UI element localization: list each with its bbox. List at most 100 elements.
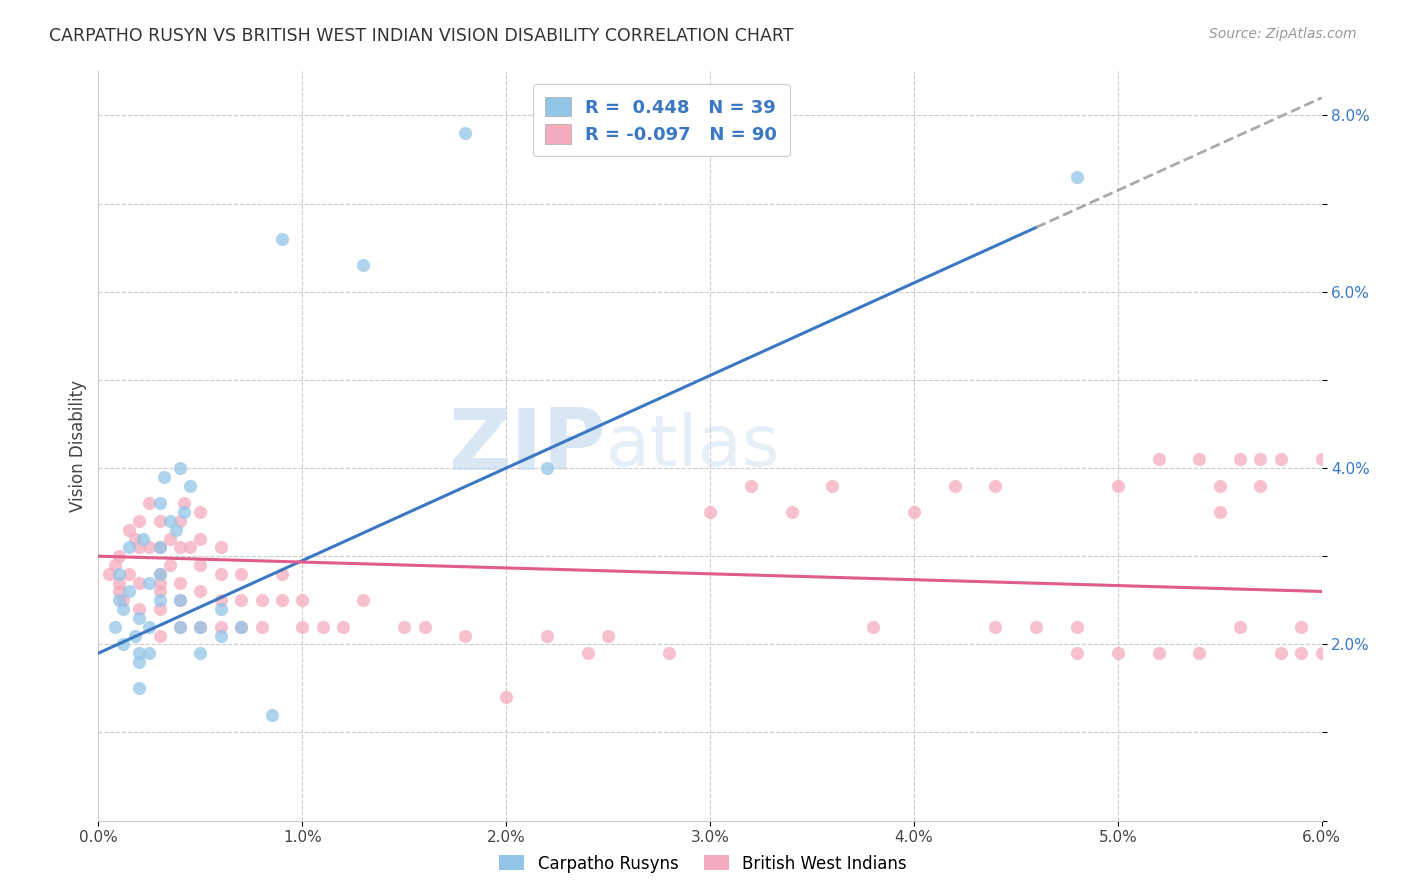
Point [209, 602, 232, 616]
Point [111, 637, 134, 651]
Point [128, 514, 150, 528]
Point [152, 470, 174, 484]
Point [413, 620, 436, 634]
Point [128, 681, 150, 696]
Point [159, 514, 181, 528]
Point [149, 496, 172, 510]
Point [311, 620, 335, 634]
Point [118, 523, 141, 537]
Point [173, 505, 195, 519]
Point [250, 620, 273, 634]
Point [132, 532, 155, 546]
Point [128, 602, 150, 616]
Point [536, 628, 558, 642]
Point [1107, 478, 1129, 492]
Point [149, 514, 172, 528]
Point [159, 532, 181, 546]
Point [780, 505, 803, 519]
Point [169, 620, 191, 634]
Point [169, 461, 191, 475]
Point [658, 646, 681, 660]
Point [149, 575, 172, 590]
Legend: Carpatho Rusyns, British West Indians: Carpatho Rusyns, British West Indians [494, 848, 912, 880]
Point [173, 496, 195, 510]
Point [118, 541, 141, 555]
Point [454, 126, 477, 140]
Point [188, 505, 212, 519]
Point [149, 541, 172, 555]
Point [454, 628, 477, 642]
Point [104, 620, 127, 634]
Point [179, 541, 201, 555]
Point [165, 523, 187, 537]
Point [108, 584, 131, 599]
Point [138, 496, 160, 510]
Point [169, 593, 191, 607]
Point [138, 541, 160, 555]
Point [699, 505, 721, 519]
Point [1229, 620, 1251, 634]
Point [1229, 452, 1251, 467]
Point [159, 558, 181, 572]
Point [231, 593, 253, 607]
Point [128, 575, 150, 590]
Point [1066, 170, 1088, 185]
Point [169, 620, 191, 634]
Point [270, 566, 292, 581]
Text: CARPATHO RUSYN VS BRITISH WEST INDIAN VISION DISABILITY CORRELATION CHART: CARPATHO RUSYN VS BRITISH WEST INDIAN VI… [49, 27, 794, 45]
Text: ZIP: ZIP [449, 404, 606, 488]
Point [209, 566, 232, 581]
Point [943, 478, 966, 492]
Point [1107, 646, 1129, 660]
Point [598, 628, 620, 642]
Point [903, 505, 925, 519]
Point [1208, 505, 1232, 519]
Point [188, 584, 212, 599]
Point [1025, 620, 1047, 634]
Point [862, 620, 884, 634]
Point [1147, 452, 1170, 467]
Point [291, 620, 314, 634]
Point [231, 620, 253, 634]
Point [1147, 646, 1170, 660]
Point [111, 593, 134, 607]
Point [97, 566, 120, 581]
Point [149, 593, 172, 607]
Point [188, 646, 212, 660]
Point [1310, 452, 1333, 467]
Point [392, 620, 416, 634]
Point [1066, 646, 1088, 660]
Point [1249, 478, 1271, 492]
Point [270, 232, 292, 246]
Point [188, 620, 212, 634]
Point [138, 620, 160, 634]
Point [111, 602, 134, 616]
Point [1188, 452, 1211, 467]
Point [108, 549, 131, 564]
Point [1208, 478, 1232, 492]
Point [984, 620, 1007, 634]
Point [149, 566, 172, 581]
Point [179, 478, 201, 492]
Point [231, 620, 253, 634]
Point [270, 593, 292, 607]
Point [1249, 452, 1271, 467]
Point [250, 593, 273, 607]
Point [1289, 620, 1312, 634]
Point [118, 584, 141, 599]
Point [169, 575, 191, 590]
Point [1289, 646, 1312, 660]
Point [169, 514, 191, 528]
Point [536, 461, 558, 475]
Point [260, 707, 283, 722]
Point [495, 690, 517, 705]
Point [124, 628, 146, 642]
Text: atlas: atlas [606, 411, 780, 481]
Point [104, 558, 127, 572]
Point [169, 541, 191, 555]
Point [138, 575, 160, 590]
Point [128, 646, 150, 660]
Point [209, 620, 232, 634]
Point [149, 602, 172, 616]
Point [332, 620, 354, 634]
